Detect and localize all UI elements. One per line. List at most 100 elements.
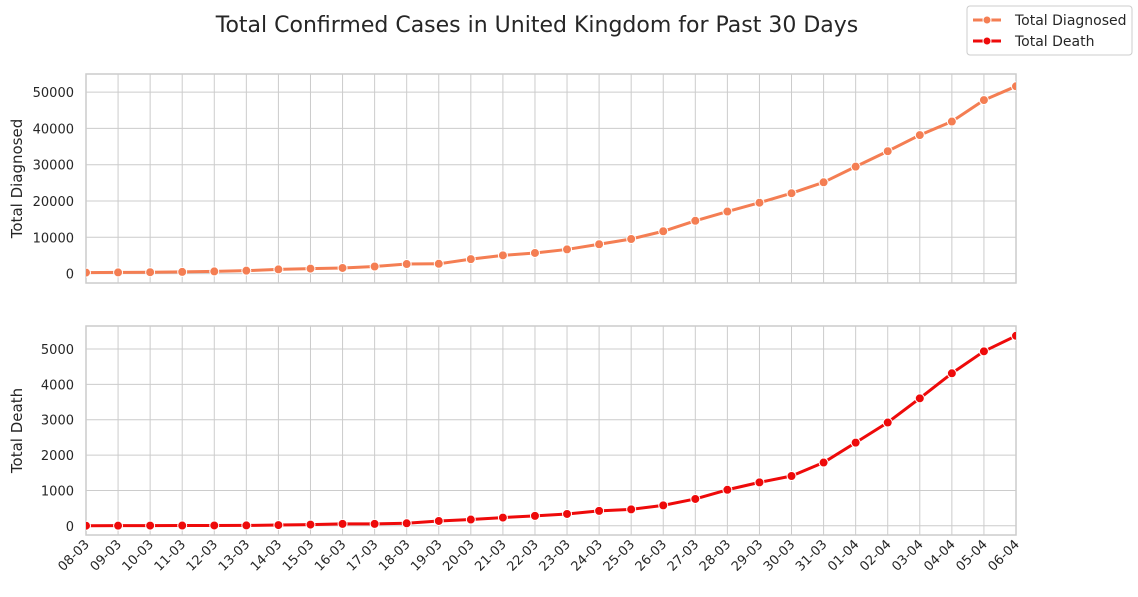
data-point-total-death <box>273 520 284 531</box>
data-point-total-death <box>433 515 444 526</box>
data-point-total-death <box>305 519 316 530</box>
chart-title: Total Confirmed Cases in United Kingdom … <box>215 13 858 38</box>
y-tick-label: 50000 <box>33 86 74 101</box>
data-point-total-death <box>145 520 156 531</box>
data-point-total-death <box>177 520 188 531</box>
y-tick-label: 5000 <box>41 343 74 358</box>
data-point-total-diagnosed <box>914 130 925 141</box>
x-tick-label: 31-03 <box>793 537 830 574</box>
y-axis-label-total-diagnosed: Total Diagnosed <box>8 119 26 239</box>
x-tick-label: 12-03 <box>184 537 221 574</box>
data-point-total-death <box>465 514 476 525</box>
data-point-total-diagnosed <box>529 247 540 258</box>
data-point-total-death <box>113 520 124 531</box>
x-tick-label: 26-03 <box>633 537 670 574</box>
x-tick-label: 18-03 <box>376 537 413 574</box>
data-point-total-death <box>690 493 701 504</box>
data-point-total-diagnosed <box>818 177 829 188</box>
x-tick-label: 01-04 <box>825 537 862 574</box>
data-point-total-diagnosed <box>241 265 252 276</box>
data-point-total-diagnosed <box>754 197 765 208</box>
data-point-total-diagnosed <box>978 95 989 106</box>
data-point-total-death <box>754 477 765 488</box>
y-tick-label: 30000 <box>33 159 74 174</box>
data-point-total-diagnosed <box>562 244 573 255</box>
data-point-total-diagnosed <box>722 206 733 217</box>
data-point-total-death <box>946 368 957 379</box>
legend-marker-total-diagnosed <box>982 15 992 25</box>
x-tick-label: 20-03 <box>440 537 477 574</box>
subplot-total-death: 0 1000 2000 3000 4000 5000 Total Death <box>8 325 1017 536</box>
series-line-total-death <box>86 334 1016 528</box>
legend: Total Diagnosed Total Death <box>966 5 1133 56</box>
x-tick-label: 23-03 <box>537 537 574 574</box>
data-point-total-diagnosed <box>113 267 124 278</box>
x-tick-label: 02-04 <box>857 537 894 574</box>
data-point-total-death <box>562 508 573 519</box>
data-point-total-death <box>786 471 797 482</box>
data-point-total-death <box>850 437 861 448</box>
x-tick-label: 14-03 <box>248 537 285 574</box>
x-tick-label: 08-03 <box>56 537 93 574</box>
x-tick-label: 06-04 <box>986 537 1023 574</box>
data-point-total-diagnosed <box>305 263 316 274</box>
data-point-total-diagnosed <box>145 267 156 278</box>
x-tick-label: 27-03 <box>665 537 702 574</box>
y-tick-label: 2000 <box>41 449 74 464</box>
x-tick-label: 10-03 <box>120 537 157 574</box>
data-point-total-death <box>626 504 637 515</box>
x-tick-label: 19-03 <box>408 537 445 574</box>
x-tick-label: 29-03 <box>729 537 766 574</box>
data-point-total-death <box>978 346 989 357</box>
data-point-total-death <box>594 505 605 516</box>
data-point-total-diagnosed <box>658 226 669 237</box>
subplot-total-diagnosed: 0 10000 20000 30000 40000 50000 Total Diagnose… <box>8 73 1017 284</box>
data-point-total-diagnosed <box>273 264 284 275</box>
y-tick-label: 10000 <box>33 231 74 246</box>
legend-label-total-death: Total Death <box>1014 34 1094 50</box>
data-point-total-diagnosed <box>850 161 861 172</box>
data-point-total-death <box>209 520 220 531</box>
x-tick-label: 09-03 <box>88 537 125 574</box>
data-point-total-death <box>241 520 252 531</box>
data-point-total-death <box>337 518 348 529</box>
y-tick-label: 0 <box>66 268 74 283</box>
y-tick-label: 20000 <box>33 195 74 210</box>
y-tick-label: 1000 <box>41 484 74 499</box>
data-point-total-death <box>497 512 508 523</box>
data-point-total-diagnosed <box>946 116 957 127</box>
x-tick-label: 03-04 <box>889 537 926 574</box>
plot-frame <box>85 325 1017 536</box>
x-tick-label: 16-03 <box>312 537 349 574</box>
data-point-total-diagnosed <box>177 266 188 277</box>
x-tick-label: 17-03 <box>344 537 381 574</box>
data-point-total-death <box>658 500 669 511</box>
x-axis-tick-labels: 08-0309-0310-0311-0312-0313-0314-0315-03… <box>56 537 1023 574</box>
data-point-total-diagnosed <box>594 239 605 250</box>
y-tick-label: 40000 <box>33 122 74 137</box>
data-point-total-diagnosed <box>86 267 91 278</box>
y-axis-label-total-death: Total Death <box>8 388 26 474</box>
data-point-total-death <box>86 520 91 531</box>
data-point-total-death <box>818 457 829 468</box>
x-tick-label: 15-03 <box>280 537 317 574</box>
legend-frame <box>966 5 1133 56</box>
data-point-total-diagnosed <box>1011 81 1016 92</box>
x-tick-label: 05-04 <box>953 537 990 574</box>
x-tick-label: 25-03 <box>601 537 638 574</box>
data-point-total-death <box>882 417 893 428</box>
data-point-total-death <box>529 510 540 521</box>
data-point-total-diagnosed <box>433 258 444 269</box>
data-point-total-death <box>722 484 733 495</box>
x-tick-label: 24-03 <box>569 537 606 574</box>
data-point-total-diagnosed <box>786 188 797 199</box>
data-point-total-death <box>369 518 380 529</box>
plot-frame <box>85 73 1017 284</box>
y-tick-label: 4000 <box>41 378 74 393</box>
x-tick-label: 30-03 <box>761 537 798 574</box>
x-tick-label: 28-03 <box>697 537 734 574</box>
legend-marker-total-death <box>982 36 992 46</box>
plot-area <box>86 330 1016 531</box>
series-line-total-diagnosed <box>86 84 1016 275</box>
